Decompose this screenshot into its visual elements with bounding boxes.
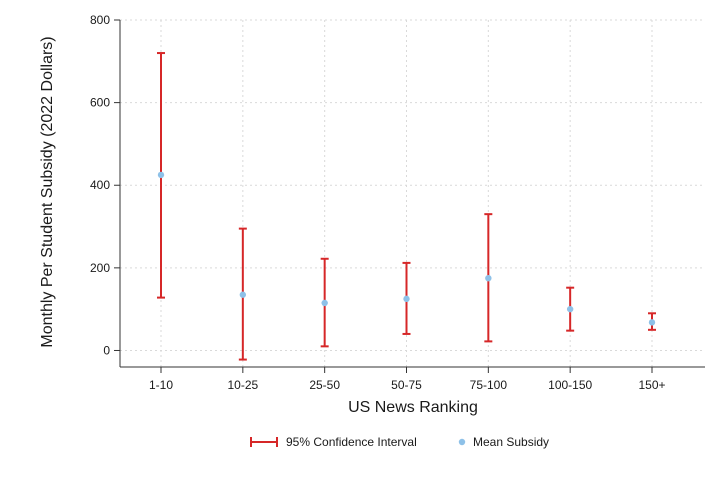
legend-mean-marker bbox=[458, 438, 466, 446]
y-tick-label: 600 bbox=[90, 96, 110, 110]
x-tick-label: 150+ bbox=[638, 378, 665, 392]
y-tick-label: 200 bbox=[90, 261, 110, 275]
mean-point bbox=[321, 299, 328, 307]
x-tick-label: 10-25 bbox=[227, 378, 258, 392]
y-tick-label: 0 bbox=[103, 343, 110, 357]
x-tick-label: 75-100 bbox=[470, 378, 508, 392]
y-axis: 0 200 400 600 800 bbox=[90, 13, 121, 367]
legend-label-mean: Mean Subsidy bbox=[473, 435, 549, 449]
y-axis-title: Monthly Per Student Subsidy (2022 Dollar… bbox=[39, 36, 56, 347]
mean-point bbox=[157, 171, 165, 179]
grid-lines bbox=[120, 19, 705, 367]
x-tick-label: 100-150 bbox=[548, 378, 592, 392]
x-tick-label: 25-50 bbox=[309, 378, 340, 392]
legend: 95% Confidence Interval Mean Subsidy bbox=[250, 435, 549, 449]
mean-point bbox=[566, 305, 574, 313]
x-tick-label: 1-10 bbox=[149, 378, 173, 392]
mean-point bbox=[485, 274, 492, 282]
x-axis: 1-10 10-25 25-50 50-75 75-100 100-150 150+ bbox=[120, 366, 705, 392]
x-axis-title: US News Ranking bbox=[348, 399, 478, 416]
mean-point bbox=[403, 295, 410, 303]
mean-point bbox=[239, 291, 247, 298]
y-tick-label: 400 bbox=[90, 178, 110, 192]
y-tick-label: 800 bbox=[90, 13, 110, 27]
mean-points bbox=[157, 171, 656, 326]
x-tick-label: 50-75 bbox=[391, 378, 422, 392]
legend-label-ci: 95% Confidence Interval bbox=[286, 435, 417, 449]
legend-item-mean: Mean Subsidy bbox=[458, 435, 549, 449]
legend-item-ci: 95% Confidence Interval bbox=[250, 435, 417, 449]
mean-point bbox=[648, 319, 656, 326]
